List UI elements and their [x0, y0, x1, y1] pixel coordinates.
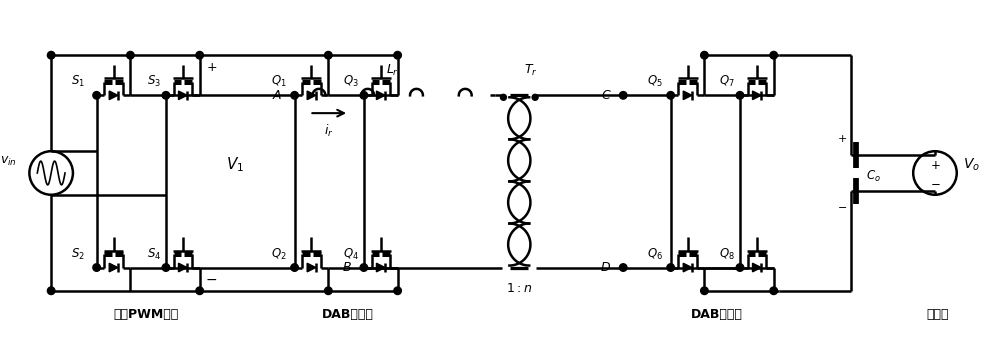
- Circle shape: [47, 287, 55, 294]
- Circle shape: [667, 92, 674, 99]
- Text: $S_3$: $S_3$: [147, 74, 161, 89]
- Text: $1:n$: $1:n$: [506, 282, 532, 295]
- Text: $Q_1$: $Q_1$: [271, 74, 287, 89]
- Text: DAB一次侧: DAB一次侧: [322, 308, 374, 321]
- Circle shape: [93, 264, 100, 271]
- Circle shape: [162, 264, 170, 271]
- Circle shape: [736, 92, 744, 99]
- Text: $S_2$: $S_2$: [71, 247, 85, 262]
- Text: $S_1$: $S_1$: [71, 74, 85, 89]
- Text: $V_o$: $V_o$: [963, 157, 980, 173]
- Text: $V_1$: $V_1$: [226, 156, 244, 174]
- Polygon shape: [307, 91, 316, 100]
- Circle shape: [325, 287, 332, 294]
- Circle shape: [701, 52, 708, 59]
- Polygon shape: [376, 263, 385, 272]
- Circle shape: [47, 52, 55, 59]
- Polygon shape: [178, 263, 187, 272]
- Circle shape: [770, 287, 777, 294]
- Text: $Q_4$: $Q_4$: [343, 247, 359, 262]
- Circle shape: [770, 52, 777, 59]
- Circle shape: [500, 94, 506, 100]
- Text: $Q_6$: $Q_6$: [647, 247, 663, 262]
- Polygon shape: [683, 263, 692, 272]
- Text: DAB二次侧: DAB二次侧: [691, 308, 743, 321]
- Circle shape: [360, 264, 368, 271]
- Text: $-$: $-$: [930, 176, 940, 190]
- Text: $Q_7$: $Q_7$: [719, 74, 735, 89]
- Text: $C_o$: $C_o$: [866, 169, 881, 184]
- Circle shape: [325, 52, 332, 59]
- Polygon shape: [753, 91, 761, 100]
- Text: $A$: $A$: [272, 89, 283, 102]
- Text: 输出侧: 输出侧: [927, 308, 949, 321]
- Text: $-$: $-$: [837, 201, 847, 211]
- Circle shape: [394, 287, 401, 294]
- Circle shape: [291, 92, 298, 99]
- Text: $v_{in}$: $v_{in}$: [0, 154, 17, 168]
- Circle shape: [736, 264, 744, 271]
- Text: $-$: $-$: [205, 272, 218, 286]
- Circle shape: [196, 52, 203, 59]
- Polygon shape: [683, 91, 692, 100]
- Text: $+$: $+$: [930, 159, 940, 172]
- Text: $C$: $C$: [601, 89, 611, 102]
- Circle shape: [93, 92, 100, 99]
- Circle shape: [701, 287, 708, 294]
- Text: 工频PWM整流: 工频PWM整流: [114, 308, 179, 321]
- Polygon shape: [109, 263, 118, 272]
- Text: $Q_8$: $Q_8$: [719, 247, 735, 262]
- Text: $S_4$: $S_4$: [147, 247, 161, 262]
- Circle shape: [619, 92, 627, 99]
- Circle shape: [394, 52, 401, 59]
- Circle shape: [619, 264, 627, 271]
- Circle shape: [360, 92, 368, 99]
- Text: $i_r$: $i_r$: [324, 123, 334, 139]
- Text: $B$: $B$: [342, 261, 352, 274]
- Text: $+$: $+$: [837, 133, 847, 144]
- Text: $L_r$: $L_r$: [386, 63, 399, 78]
- Circle shape: [667, 264, 674, 271]
- Circle shape: [196, 287, 203, 294]
- Text: $+$: $+$: [206, 61, 217, 74]
- Circle shape: [291, 264, 298, 271]
- Polygon shape: [376, 91, 385, 100]
- Polygon shape: [753, 263, 761, 272]
- Text: $Q_5$: $Q_5$: [647, 74, 663, 89]
- Polygon shape: [109, 91, 118, 100]
- Text: $T_r$: $T_r$: [524, 62, 538, 77]
- Circle shape: [162, 92, 170, 99]
- Circle shape: [532, 94, 538, 100]
- Polygon shape: [307, 263, 316, 272]
- Circle shape: [127, 52, 134, 59]
- Text: $D$: $D$: [600, 261, 611, 274]
- Text: $Q_2$: $Q_2$: [271, 247, 287, 262]
- Polygon shape: [178, 91, 187, 100]
- Text: $Q_3$: $Q_3$: [343, 74, 359, 89]
